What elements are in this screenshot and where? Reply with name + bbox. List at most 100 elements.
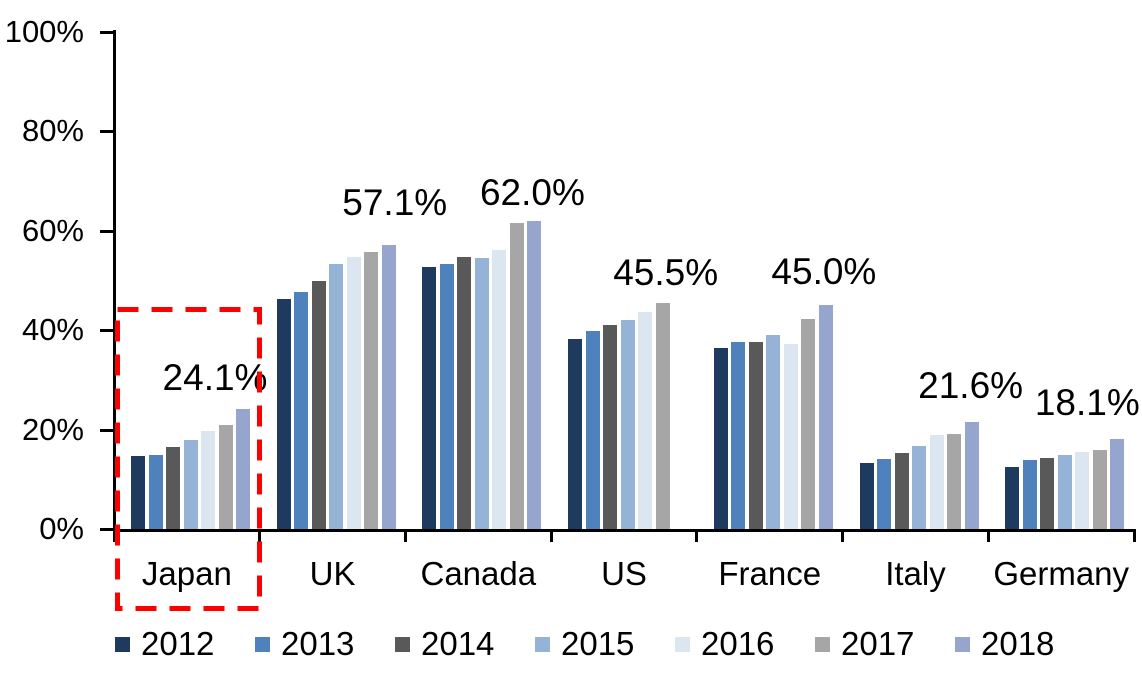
bar-italy-2014: [894, 452, 909, 529]
legend-swatch-2016: [675, 636, 690, 652]
legend-label-2018: 2018: [981, 625, 1055, 662]
data-label-germany: 18.1%: [1034, 382, 1140, 424]
bar-uk-2014: [311, 281, 326, 529]
x-axis-tick: [841, 529, 845, 542]
bar-italy-2015: [912, 446, 927, 529]
bar-uk-2013: [294, 291, 309, 529]
category-label-uk: UK: [309, 555, 356, 592]
legend-label-2013: 2013: [281, 625, 355, 662]
bar-germany-2014: [1040, 457, 1055, 529]
legend-item-2014: 2014: [395, 627, 494, 661]
x-axis-tick: [695, 529, 699, 542]
legend-label-2012: 2012: [141, 625, 215, 662]
legend-swatch-2013: [255, 636, 270, 652]
bar-italy-2018: [964, 421, 979, 529]
x-axis-tick: [549, 529, 553, 542]
legend-label-2015: 2015: [561, 625, 635, 662]
legend-item-2015: 2015: [535, 627, 634, 661]
bar-uk-2017: [364, 252, 379, 529]
bar-germany-2013: [1022, 460, 1037, 529]
bar-canada-2016: [492, 250, 507, 529]
category-label-france: France: [718, 555, 822, 592]
bar-italy-2013: [877, 459, 892, 529]
y-tick-label: 80%: [21, 113, 84, 149]
bar-italy-2012: [859, 463, 874, 529]
bar-us-2016: [638, 312, 653, 529]
y-axis-tick: [100, 130, 114, 134]
legend-swatch-2012: [115, 636, 130, 652]
legend-label-2016: 2016: [701, 625, 775, 662]
y-tick-label: 100%: [4, 14, 84, 49]
bar-japan-2015: [183, 440, 198, 529]
category-label-italy: Italy: [885, 555, 946, 592]
bar-canada-2015: [474, 257, 489, 529]
legend-item-2017: 2017: [815, 627, 914, 661]
legend-item-2018: 2018: [955, 627, 1054, 661]
bar-japan-2016: [201, 430, 215, 529]
y-tick-label: 40%: [21, 312, 84, 348]
y-axis-tick: [100, 229, 114, 233]
bar-us-2017: [655, 302, 670, 529]
bar-italy-2016: [929, 435, 944, 529]
bar-us-2012: [568, 339, 583, 529]
bar-canada-2012: [422, 266, 437, 529]
data-label-france: 45.0%: [771, 251, 877, 293]
bar-japan-2013: [148, 455, 163, 529]
bar-germany-2017: [1092, 449, 1107, 529]
bar-france-2012: [713, 348, 728, 529]
category-label-japan: Japan: [141, 555, 232, 592]
bar-us-2014: [603, 325, 618, 529]
bar-canada-2014: [457, 256, 472, 529]
bar-france-2016: [783, 343, 798, 529]
x-axis-tick: [1132, 529, 1136, 542]
bar-japan-2014: [166, 447, 180, 529]
bar-uk-2016: [346, 256, 361, 529]
bar-japan-2018: [236, 409, 250, 529]
legend-swatch-2017: [815, 636, 830, 652]
bar-germany-2012: [1005, 467, 1020, 529]
y-tick-label: 0%: [39, 511, 84, 546]
y-tick-label: 60%: [21, 212, 84, 248]
data-label-uk: 57.1%: [342, 182, 448, 224]
bar-france-2014: [748, 342, 763, 529]
category-label-canada: Canada: [420, 555, 537, 592]
bar-us-2015: [620, 320, 635, 529]
category-label-germany: Germany: [993, 555, 1130, 592]
bar-canada-2013: [439, 264, 454, 529]
y-axis-tick: [100, 329, 114, 333]
x-axis-line: [113, 529, 1134, 532]
x-axis-tick: [112, 529, 116, 542]
bar-canada-2017: [509, 223, 524, 529]
data-label-japan: 24.1%: [162, 357, 268, 399]
legend-swatch-2018: [955, 636, 970, 652]
legend-swatch-2015: [535, 636, 550, 652]
bar-canada-2018: [527, 220, 542, 529]
legend-swatch-2014: [395, 636, 410, 652]
bar-uk-2012: [276, 299, 291, 529]
x-axis-tick: [986, 529, 990, 542]
bar-france-2013: [731, 341, 746, 529]
x-axis-tick: [258, 529, 262, 542]
data-label-italy: 21.6%: [918, 364, 1024, 406]
y-axis-tick: [100, 528, 114, 531]
bar-germany-2016: [1075, 452, 1090, 529]
bar-germany-2018: [1110, 439, 1125, 529]
legend-item-2013: 2013: [255, 627, 354, 661]
legend-label-2017: 2017: [841, 625, 915, 662]
legend-item-2016: 2016: [675, 627, 774, 661]
legend-label-2014: 2014: [421, 625, 495, 662]
y-axis-line: [113, 30, 116, 532]
y-axis-tick: [100, 428, 114, 432]
y-axis-tick: [100, 31, 114, 34]
x-axis-tick: [403, 529, 407, 542]
bar-france-2015: [766, 334, 781, 529]
bar-us-2013: [585, 330, 600, 529]
bar-uk-2015: [329, 264, 344, 529]
bar-france-2017: [801, 318, 816, 529]
legend-item-2012: 2012: [115, 627, 214, 661]
bar-japan-2012: [131, 456, 145, 529]
bar-italy-2017: [947, 434, 962, 529]
bar-japan-2017: [218, 424, 233, 529]
y-tick-label: 20%: [21, 411, 84, 447]
